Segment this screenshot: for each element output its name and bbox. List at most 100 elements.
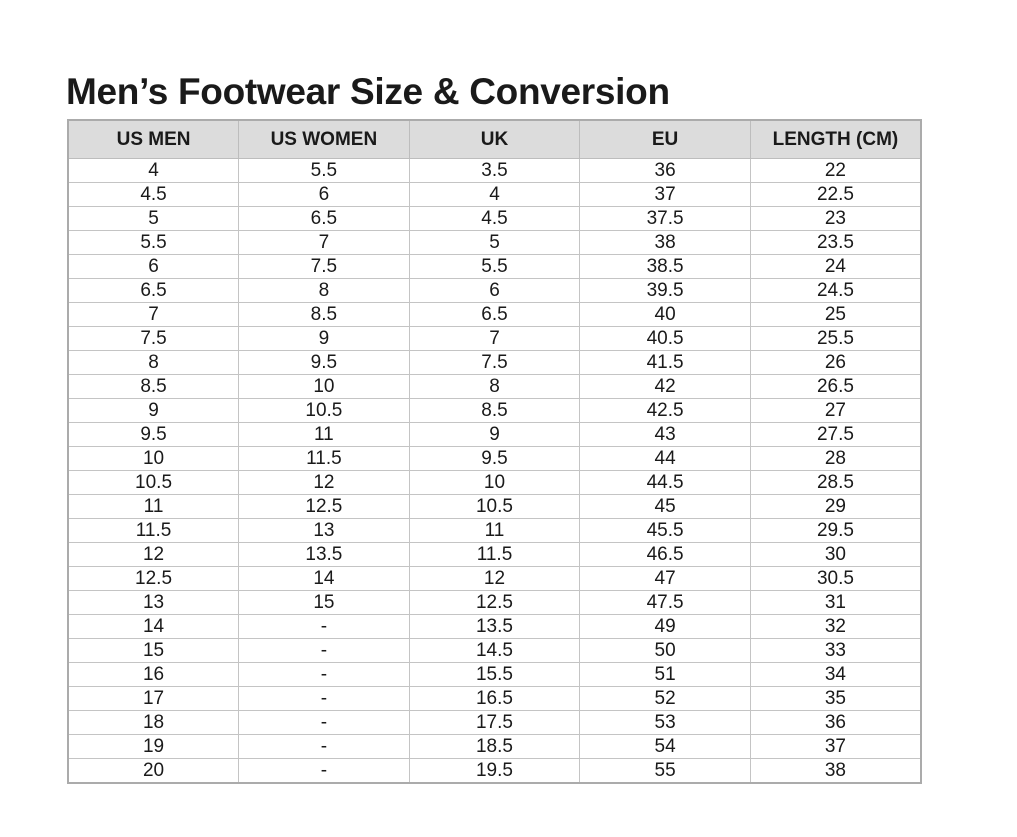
cell-eu: 41.5 (579, 350, 751, 375)
cell-us-men: 7 (67, 302, 240, 327)
table-row: 9.5 11 9 43 27.5 (67, 422, 922, 447)
cell-length-cm: 24 (749, 254, 922, 279)
table-row: 9 10.5 8.5 42.5 27 (67, 398, 922, 423)
cell-eu: 46.5 (579, 542, 751, 567)
header-us-men: US MEN (67, 119, 240, 159)
cell-eu: 44 (579, 446, 751, 471)
cell-eu: 38.5 (579, 254, 751, 279)
cell-us-women: - (238, 662, 410, 687)
cell-us-men: 17 (67, 686, 240, 711)
cell-eu: 43 (579, 422, 751, 447)
cell-eu: 49 (579, 614, 751, 639)
cell-eu: 45 (579, 494, 751, 519)
table-row: 20-19.5 55 38 (67, 758, 922, 784)
cell-length-cm: 36 (749, 710, 922, 735)
cell-length-cm: 27 (749, 398, 922, 423)
cell-eu: 45.5 (579, 518, 751, 543)
table-row: 14-13.5 49 32 (67, 614, 922, 639)
size-conversion-table: US MEN US WOMEN UK EU LENGTH (CM) 4 5.5 3.… (67, 119, 922, 784)
cell-us-women: - (238, 734, 410, 759)
cell-us-men: 19 (67, 734, 240, 759)
cell-us-women: 9 (238, 326, 410, 351)
cell-us-men: 10.5 (67, 470, 240, 495)
table-row: 8.5 10 8 42 26.5 (67, 374, 922, 399)
cell-us-women: - (238, 710, 410, 735)
table-row: 15-14.5 50 33 (67, 638, 922, 663)
cell-uk: 11.5 (408, 542, 581, 567)
cell-uk: 3.5 (408, 158, 581, 183)
cell-uk: 9 (408, 422, 581, 447)
cell-uk: 12.5 (408, 590, 581, 615)
cell-us-men: 11 (67, 494, 240, 519)
cell-length-cm: 38 (749, 758, 922, 784)
table-row: 10.5 12 10 44.5 28.5 (67, 470, 922, 495)
cell-us-women: 11.5 (238, 446, 410, 471)
cell-uk: 6.5 (408, 302, 581, 327)
header-us-women: US WOMEN (238, 119, 410, 159)
cell-us-men: 12 (67, 542, 240, 567)
cell-us-men: 8.5 (67, 374, 240, 399)
cell-eu: 50 (579, 638, 751, 663)
cell-eu: 38 (579, 230, 751, 255)
table-row: 16-15.5 51 34 (67, 662, 922, 687)
cell-length-cm: 34 (749, 662, 922, 687)
cell-length-cm: 28 (749, 446, 922, 471)
cell-length-cm: 30.5 (749, 566, 922, 591)
cell-uk: 17.5 (408, 710, 581, 735)
cell-uk: 11 (408, 518, 581, 543)
cell-uk: 15.5 (408, 662, 581, 687)
cell-uk: 14.5 (408, 638, 581, 663)
table-row: 11 12.5 10.5 45 29 (67, 494, 922, 519)
table-row: 17-16.5 52 35 (67, 686, 922, 711)
cell-us-men: 20 (67, 758, 240, 784)
cell-us-women: 15 (238, 590, 410, 615)
table-row: 18-17.5 53 36 (67, 710, 922, 735)
cell-us-men: 6 (67, 254, 240, 279)
cell-us-women: 6 (238, 182, 410, 207)
cell-us-women: 12 (238, 470, 410, 495)
cell-length-cm: 35 (749, 686, 922, 711)
cell-us-men: 18 (67, 710, 240, 735)
cell-us-women: - (238, 758, 410, 784)
table-row: 5.5 7 5 38 23.5 (67, 230, 922, 255)
cell-uk: 18.5 (408, 734, 581, 759)
cell-length-cm: 22 (749, 158, 922, 183)
table-row: 5 6.5 4.5 37.5 23 (67, 206, 922, 231)
table-row: 13 15 12.5 47.5 31 (67, 590, 922, 615)
header-length-cm: LENGTH (CM) (749, 119, 922, 159)
cell-uk: 8.5 (408, 398, 581, 423)
cell-uk: 13.5 (408, 614, 581, 639)
cell-eu: 42 (579, 374, 751, 399)
cell-us-women: 9.5 (238, 350, 410, 375)
cell-length-cm: 24.5 (749, 278, 922, 303)
cell-eu: 51 (579, 662, 751, 687)
table-row: 7 8.5 6.5 40 25 (67, 302, 922, 327)
cell-us-men: 5.5 (67, 230, 240, 255)
cell-length-cm: 29.5 (749, 518, 922, 543)
cell-length-cm: 29 (749, 494, 922, 519)
cell-us-men: 15 (67, 638, 240, 663)
cell-length-cm: 25.5 (749, 326, 922, 351)
cell-us-women: - (238, 638, 410, 663)
cell-length-cm: 31 (749, 590, 922, 615)
cell-eu: 36 (579, 158, 751, 183)
table-row: 10 11.5 9.5 44 28 (67, 446, 922, 471)
cell-length-cm: 26 (749, 350, 922, 375)
cell-us-women: - (238, 614, 410, 639)
cell-us-men: 9 (67, 398, 240, 423)
cell-us-men: 4.5 (67, 182, 240, 207)
cell-uk: 5 (408, 230, 581, 255)
cell-uk: 5.5 (408, 254, 581, 279)
cell-length-cm: 23 (749, 206, 922, 231)
cell-length-cm: 28.5 (749, 470, 922, 495)
cell-eu: 53 (579, 710, 751, 735)
cell-length-cm: 30 (749, 542, 922, 567)
cell-us-women: 8.5 (238, 302, 410, 327)
cell-us-women: 13.5 (238, 542, 410, 567)
cell-us-men: 10 (67, 446, 240, 471)
cell-uk: 19.5 (408, 758, 581, 784)
cell-length-cm: 32 (749, 614, 922, 639)
header-eu: EU (579, 119, 751, 159)
cell-us-men: 7.5 (67, 326, 240, 351)
cell-eu: 47 (579, 566, 751, 591)
